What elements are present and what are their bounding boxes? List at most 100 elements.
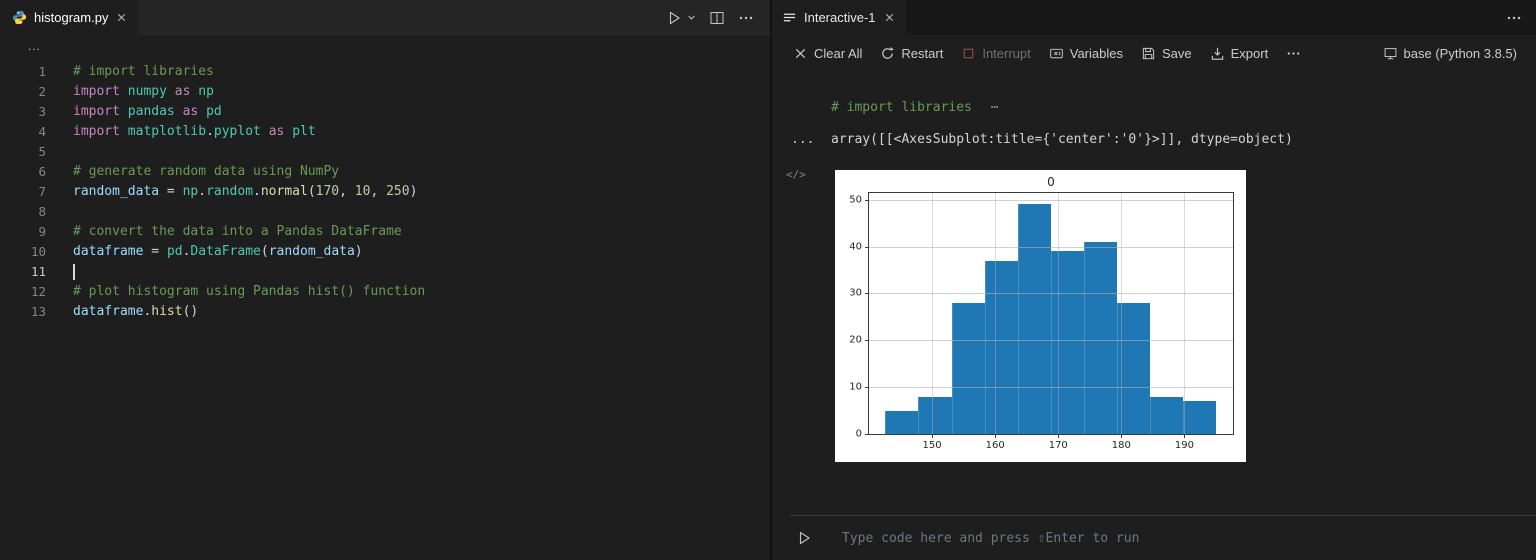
histogram-bar xyxy=(984,260,1018,434)
code-line[interactable]: 5 xyxy=(0,142,770,162)
x-tick xyxy=(1184,434,1186,438)
more-button[interactable] xyxy=(1277,42,1310,65)
python-file-icon xyxy=(12,10,27,25)
histogram-bar xyxy=(1050,251,1084,434)
histogram-bar xyxy=(918,396,952,434)
line-content: # convert the data into a Pandas DataFra… xyxy=(73,224,402,239)
more-icon xyxy=(1286,46,1301,61)
editor-tab-bar: histogram.py xyxy=(0,0,770,35)
interrupt-icon xyxy=(961,46,976,61)
x-tick-label: 160 xyxy=(985,440,1005,451)
code-line[interactable]: 13 dataframe.hist() xyxy=(0,302,770,322)
gridline-x xyxy=(1184,193,1186,434)
code-line[interactable]: 1 # import libraries xyxy=(0,62,770,82)
gridline-y xyxy=(869,340,1233,342)
code-input-row xyxy=(772,516,1536,560)
histogram-bar xyxy=(1017,204,1051,434)
input-run-icon xyxy=(796,530,812,546)
y-tick xyxy=(865,246,869,248)
presentation-toggle-icon[interactable]: </> xyxy=(786,168,806,181)
variables-button[interactable]: Variables xyxy=(1040,42,1132,65)
collapsed-input-ellipsis[interactable]: ... xyxy=(791,132,815,147)
tab-close-icon[interactable] xyxy=(115,11,128,24)
breadcrumb[interactable]: ... xyxy=(28,39,42,53)
line-content: dataframe.hist() xyxy=(73,304,199,319)
code-line[interactable]: 3 import pandas as pd xyxy=(0,102,770,122)
restart-button[interactable]: Restart xyxy=(871,42,952,65)
x-tick xyxy=(1121,434,1123,438)
code-line[interactable]: 10 dataframe = pd.DataFrame(random_data) xyxy=(0,242,770,262)
line-number: 9 xyxy=(38,224,46,239)
restart-icon xyxy=(880,46,895,61)
input-separator xyxy=(790,515,1536,516)
x-tick-label: 170 xyxy=(1048,440,1068,451)
save-icon xyxy=(1141,46,1156,61)
kernel-button[interactable]: base (Python 3.8.5) xyxy=(1374,42,1526,65)
y-tick xyxy=(865,293,869,295)
interactive-toolbar: Clear All Restart Interrupt Variables Save Ex… xyxy=(772,35,1536,71)
code-line[interactable]: 4 import matplotlib.pyplot as plt xyxy=(0,122,770,142)
panel-tab-label: Interactive-1 xyxy=(804,10,876,25)
x-tick xyxy=(995,434,997,438)
code-line[interactable]: 12 # plot histogram using Pandas hist() f… xyxy=(0,282,770,302)
variables-icon xyxy=(1049,46,1064,61)
code-line[interactable]: 11 xyxy=(0,262,770,282)
x-tick-label: 150 xyxy=(922,440,942,451)
tab-histogram-py[interactable]: histogram.py xyxy=(0,0,139,35)
line-content: # plot histogram using Pandas hist() fun… xyxy=(73,284,426,299)
clear-all-button[interactable]: Clear All xyxy=(784,42,871,65)
code-line[interactable]: 9 # convert the data into a Pandas DataFr… xyxy=(0,222,770,242)
y-tick-label: 0 xyxy=(855,428,862,440)
toolbar-label: Clear All xyxy=(814,45,863,61)
x-tick-label: 180 xyxy=(1111,440,1131,451)
y-tick-label: 40 xyxy=(849,241,862,253)
y-tick xyxy=(865,340,869,342)
tab-label: histogram.py xyxy=(34,10,109,25)
line-content: # generate random data using NumPy xyxy=(73,164,340,179)
editor-pane: histogram.py ... 1 # import libraries 2 imp… xyxy=(0,0,770,322)
code-line[interactable]: 8 xyxy=(0,202,770,222)
line-number: 8 xyxy=(38,204,46,219)
clear-icon xyxy=(793,46,808,61)
line-number: 3 xyxy=(38,104,46,119)
toolbar-label: Restart xyxy=(901,45,944,61)
interrupt-button[interactable]: Interrupt xyxy=(952,42,1039,65)
panel-more-actions-button[interactable] xyxy=(1506,10,1522,26)
kernel-icon xyxy=(1383,46,1398,61)
line-content: # import libraries xyxy=(73,64,214,79)
line-content: import numpy as np xyxy=(73,84,214,99)
line-number: 11 xyxy=(30,264,46,279)
toolbar-label: Variables xyxy=(1069,45,1123,61)
histogram-bar xyxy=(1149,396,1183,434)
histogram-figure: 0 150 160 170 180 190 0 10 20 30 40 50 xyxy=(835,170,1246,462)
run-dropdown-chevron-icon[interactable] xyxy=(688,13,696,22)
x-tick-label: 190 xyxy=(1174,440,1194,451)
histogram-bar xyxy=(1116,302,1150,434)
code-line[interactable]: 7 random_data = np.random.normal(170, 10,… xyxy=(0,182,770,202)
export-button[interactable]: Export xyxy=(1201,42,1278,65)
run-file-button[interactable] xyxy=(666,10,682,26)
y-tick-label: 50 xyxy=(849,194,862,206)
code-line[interactable]: 6 # generate random data using NumPy xyxy=(0,162,770,182)
plot-area: 150 160 170 180 190 0 10 20 30 40 50 xyxy=(849,192,1234,451)
x-tick xyxy=(1058,434,1060,438)
editor-more-actions-button[interactable] xyxy=(738,10,754,26)
collapsed-cell-text: # import libraries xyxy=(831,100,972,115)
save-button[interactable]: Save xyxy=(1132,42,1201,65)
line-content: random_data = np.random.normal(170, 10, … xyxy=(73,184,418,199)
code-input[interactable] xyxy=(842,530,1462,546)
output-text: array([[<AxesSubplot:title={'center':'0'… xyxy=(831,132,1293,147)
split-editor-button[interactable] xyxy=(709,10,725,26)
interactive-tab-close-icon[interactable] xyxy=(883,11,896,24)
fold-ellipsis[interactable]: ⋯ xyxy=(990,100,999,115)
gridline-x xyxy=(932,193,934,434)
gridline-x xyxy=(995,193,997,434)
y-tick-label: 10 xyxy=(849,381,862,393)
collapsed-cell[interactable]: # import libraries ⋯ xyxy=(831,100,999,115)
code-line[interactable]: 2 import numpy as np xyxy=(0,82,770,102)
line-number: 6 xyxy=(38,164,46,179)
line-content: dataframe = pd.DataFrame(random_data) xyxy=(73,244,363,259)
tab-interactive-1[interactable]: Interactive-1 xyxy=(772,0,906,35)
line-number: 2 xyxy=(38,84,46,99)
